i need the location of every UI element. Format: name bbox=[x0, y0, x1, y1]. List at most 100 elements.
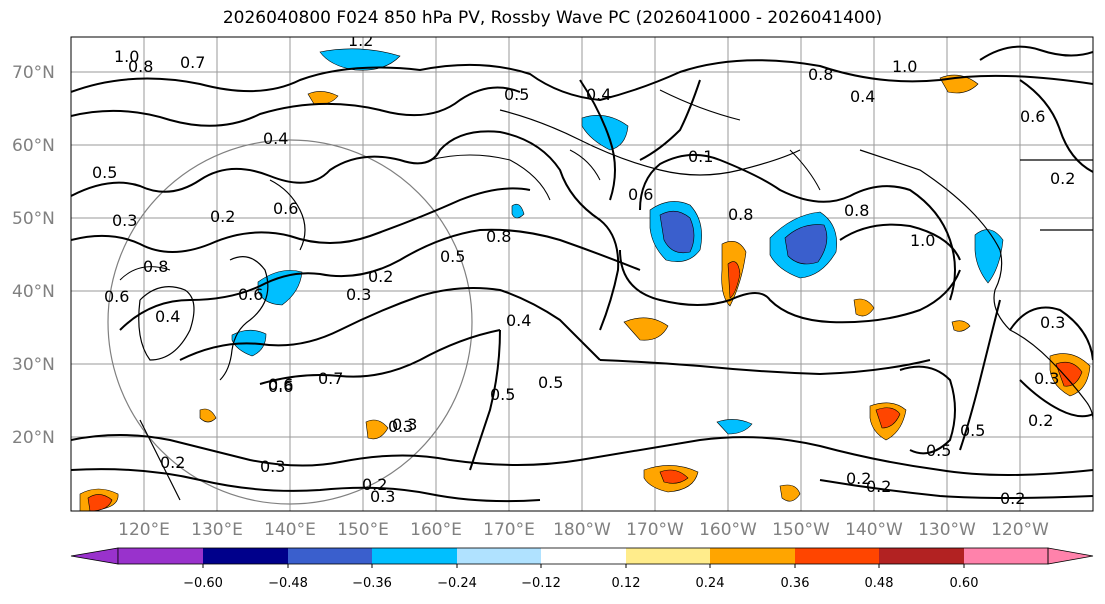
lon-label: 150°E bbox=[337, 520, 389, 540]
lat-label-20n: 20°N bbox=[12, 428, 55, 448]
colorbar-tick-label: −0.12 bbox=[521, 576, 561, 591]
contour-label: 0.3 bbox=[370, 487, 395, 506]
contour-labels: 1.0 0.8 0.7 1.2 0.4 0.6 0.5 0.3 0.2 0.8 … bbox=[92, 31, 1075, 508]
lon-label: 150°W bbox=[772, 520, 830, 540]
lon-label: 160°E bbox=[410, 520, 462, 540]
contour-label: 0.6 bbox=[1020, 107, 1045, 126]
contour-label: 0.6 bbox=[273, 199, 298, 218]
colorbar-segment bbox=[710, 548, 795, 564]
contour-label: 0.2 bbox=[160, 453, 185, 472]
contour-label: 1.0 bbox=[892, 57, 917, 76]
lat-label-50n: 50°N bbox=[12, 209, 55, 229]
contour-label: 0.7 bbox=[318, 369, 343, 388]
coastlines bbox=[138, 109, 1093, 501]
lon-label: 130°W bbox=[918, 520, 976, 540]
contour-label: 0.8 bbox=[808, 65, 833, 84]
contour-label: 0.5 bbox=[92, 163, 117, 182]
gridlines bbox=[71, 37, 1093, 511]
colorbar-tick-label: −0.24 bbox=[437, 576, 477, 591]
colorbar-segment bbox=[288, 548, 372, 564]
lon-label: 120°E bbox=[118, 520, 170, 540]
pv-contours bbox=[71, 45, 1093, 503]
colorbar-tick-label: −0.36 bbox=[352, 576, 392, 591]
contour-label: 0.3 bbox=[112, 211, 137, 230]
lat-label-30n: 30°N bbox=[12, 355, 55, 375]
lat-label-40n: 40°N bbox=[12, 282, 55, 302]
contour-label: 0.8 bbox=[486, 227, 511, 246]
map-frame bbox=[70, 36, 1094, 512]
contour-label: 0.4 bbox=[155, 307, 180, 326]
colorbar-segment bbox=[964, 548, 1048, 564]
contour-label: 0.8 bbox=[728, 205, 753, 224]
lon-label: 180°W bbox=[553, 520, 611, 540]
contour-label: 0.2 bbox=[210, 207, 235, 226]
lon-label: 170°W bbox=[626, 520, 684, 540]
negative-anomalies bbox=[231, 48, 1004, 435]
contour-label: 0.5 bbox=[504, 85, 529, 104]
contour-label: 0.4 bbox=[586, 85, 611, 104]
colorbar-tick-label: 0.12 bbox=[612, 576, 641, 591]
contour-label: 1.2 bbox=[348, 31, 373, 50]
contour-label: 0.5 bbox=[538, 373, 563, 392]
colorbar-segment bbox=[203, 548, 288, 564]
lat-label-60n: 60°N bbox=[12, 136, 55, 156]
colorbar-segment bbox=[541, 548, 626, 564]
contour-label: 0.2 bbox=[362, 475, 387, 494]
colorbar-extend-min bbox=[70, 547, 119, 565]
lon-label: 160°W bbox=[699, 520, 757, 540]
contour-label: 1.0 bbox=[114, 47, 139, 66]
lon-label: 140°E bbox=[264, 520, 316, 540]
contour-label: 0.7 bbox=[180, 53, 205, 72]
lat-label-70n: 70°N bbox=[12, 63, 55, 83]
positive-anomalies bbox=[79, 74, 1091, 511]
lon-label: 140°W bbox=[845, 520, 903, 540]
colorbar-ticks bbox=[202, 564, 965, 568]
contour-label: 0.3 bbox=[260, 457, 285, 476]
contour-label: 0.6 bbox=[104, 287, 129, 306]
lon-label: 130°E bbox=[191, 520, 243, 540]
contour-label: 0.6 bbox=[268, 375, 293, 394]
colorbar-segment bbox=[626, 548, 710, 564]
contour-label: 0.2 bbox=[1000, 489, 1025, 508]
colorbar: −0.60 −0.48 −0.36 −0.24 −0.12 0.12 0.24 … bbox=[70, 547, 1094, 591]
colorbar-tick-label: 0.60 bbox=[950, 576, 979, 591]
contour-label: 0.6 bbox=[268, 377, 293, 396]
contour-label: 0.3 bbox=[388, 417, 413, 436]
colorbar-tick-label: 0.48 bbox=[865, 576, 894, 591]
colorbar-tick-label: −0.48 bbox=[268, 576, 308, 591]
contour-label: 0.2 bbox=[1050, 169, 1075, 188]
lon-label: 170°E bbox=[483, 520, 535, 540]
contour-label: 0.2 bbox=[1028, 411, 1053, 430]
colorbar-segment bbox=[118, 548, 203, 564]
contour-label: 0.6 bbox=[238, 285, 263, 304]
map-title: 2026040800 F024 850 hPa PV, Rossby Wave … bbox=[222, 8, 883, 28]
longitude-labels: 120°E 130°E 140°E 150°E 160°E 170°E 180°… bbox=[118, 520, 1049, 540]
contour-label: 0.5 bbox=[490, 385, 515, 404]
contour-label: 0.4 bbox=[506, 311, 531, 330]
contour-label: 0.8 bbox=[844, 201, 869, 220]
colorbar-frame bbox=[117, 547, 1049, 565]
contour-label: 0.2 bbox=[866, 477, 891, 496]
colorbar-tick-label: −0.60 bbox=[183, 576, 223, 591]
contour-label: 0.3 bbox=[392, 415, 417, 434]
contour-label: 0.4 bbox=[263, 129, 288, 148]
colorbar-tick-label: 0.36 bbox=[781, 576, 810, 591]
colorbar-segment bbox=[372, 548, 457, 564]
contour-label: 0.5 bbox=[960, 421, 985, 440]
contour-label: 0.5 bbox=[926, 441, 951, 460]
contour-label: 0.4 bbox=[850, 87, 875, 106]
contour-label: 0.8 bbox=[143, 257, 168, 276]
contour-label: 0.5 bbox=[440, 247, 465, 266]
contour-label: 0.2 bbox=[846, 469, 871, 488]
colorbar-segment bbox=[879, 548, 964, 564]
contour-label: 0.3 bbox=[346, 285, 371, 304]
contour-label: 0.1 bbox=[688, 147, 713, 166]
colorbar-segment bbox=[795, 548, 879, 564]
reference-circle bbox=[107, 139, 473, 505]
colorbar-tick-label: 0.24 bbox=[696, 576, 725, 591]
colorbar-extend-max bbox=[1047, 547, 1094, 565]
map-content: 1.0 0.8 0.7 1.2 0.4 0.6 0.5 0.3 0.2 0.8 … bbox=[71, 31, 1093, 511]
lon-label: 120°W bbox=[991, 520, 1049, 540]
latitude-labels: 70°N 60°N 50°N 40°N 30°N 20°N bbox=[12, 63, 55, 448]
